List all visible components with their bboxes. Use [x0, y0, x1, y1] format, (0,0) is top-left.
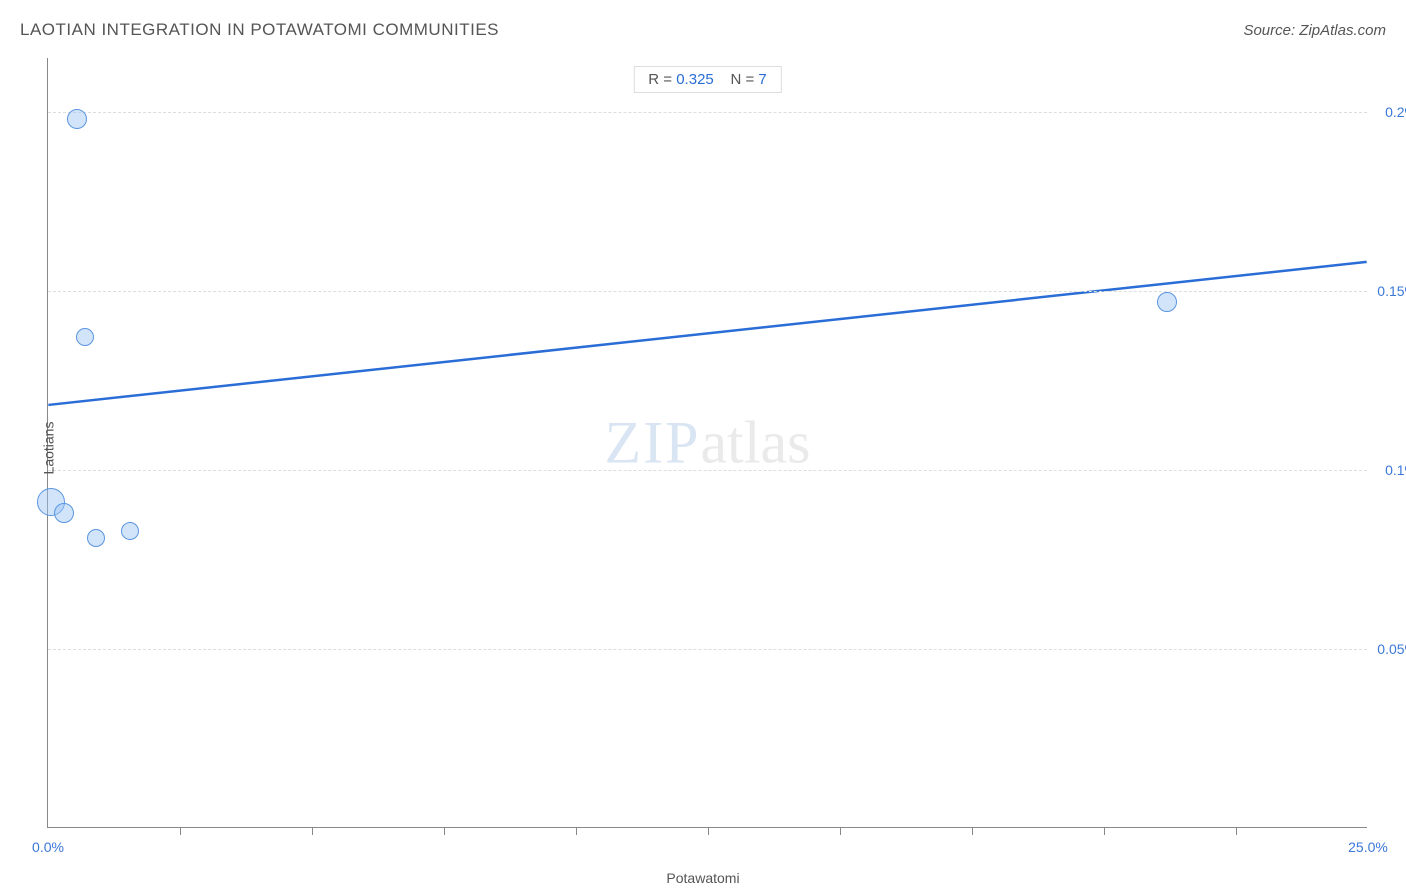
x-minor-tick — [1104, 827, 1105, 835]
x-minor-tick — [180, 827, 181, 835]
data-point[interactable] — [76, 328, 94, 346]
watermark-zip: ZIP — [605, 409, 701, 475]
x-minor-tick — [576, 827, 577, 835]
x-minor-tick — [972, 827, 973, 835]
x-tick-label: 25.0% — [1348, 839, 1388, 855]
y-axis-label: Laotians — [40, 422, 56, 475]
n-value: 7 — [758, 71, 766, 88]
n-label: N = — [730, 71, 758, 88]
r-label: R = — [648, 71, 676, 88]
trendline — [48, 262, 1366, 405]
x-minor-tick — [840, 827, 841, 835]
stats-box: R = 0.325 N = 7 — [633, 66, 781, 93]
chart-header: LAOTIAN INTEGRATION IN POTAWATOMI COMMUN… — [20, 20, 1386, 40]
watermark-atlas: atlas — [701, 409, 811, 475]
chart-title: LAOTIAN INTEGRATION IN POTAWATOMI COMMUN… — [20, 20, 499, 40]
x-minor-tick — [444, 827, 445, 835]
data-point[interactable] — [54, 503, 74, 523]
gridline — [48, 112, 1367, 113]
y-tick-label: 0.2% — [1372, 104, 1406, 120]
watermark: ZIPatlas — [605, 408, 811, 477]
y-tick-label: 0.15% — [1372, 283, 1406, 299]
data-point[interactable] — [121, 522, 139, 540]
data-point[interactable] — [67, 109, 87, 129]
y-tick-label: 0.1% — [1372, 462, 1406, 478]
x-minor-tick — [1236, 827, 1237, 835]
r-value: 0.325 — [676, 71, 714, 88]
x-minor-tick — [312, 827, 313, 835]
data-point[interactable] — [1157, 292, 1177, 312]
data-point[interactable] — [87, 529, 105, 547]
gridline — [48, 470, 1367, 471]
trendline-svg — [48, 58, 1367, 827]
y-tick-label: 0.05% — [1372, 641, 1406, 657]
x-tick-label: 0.0% — [32, 839, 64, 855]
gridline — [48, 649, 1367, 650]
x-minor-tick — [708, 827, 709, 835]
plot-area: ZIPatlas R = 0.325 N = 7 0.05%0.1%0.15%0… — [47, 58, 1367, 828]
x-axis-label: Potawatomi — [666, 870, 739, 886]
source-text: Source: ZipAtlas.com — [1243, 22, 1386, 39]
